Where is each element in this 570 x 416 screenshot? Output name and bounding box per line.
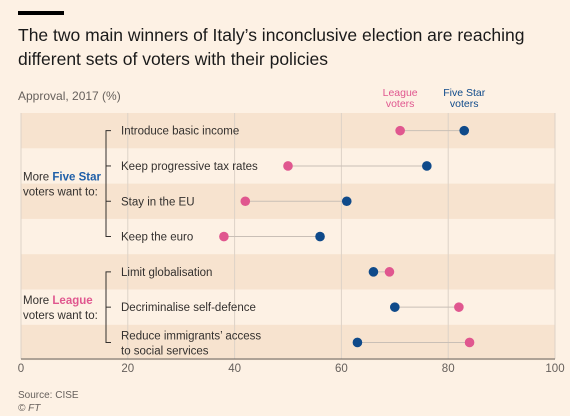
row-label: Keep the euro: [121, 232, 193, 244]
five-star-point: [390, 302, 400, 312]
row-band: [21, 113, 555, 149]
group-label-line-2: voters want to:: [23, 187, 98, 199]
legend-league-label: League: [383, 87, 418, 99]
row-labels: Introduce basic income Keep progressive t…: [121, 126, 261, 358]
group-bracket: [105, 130, 111, 238]
x-tick-label: 20: [121, 363, 134, 375]
league-point: [283, 161, 293, 171]
connectors: [223, 130, 470, 343]
row-band: [21, 324, 555, 361]
row-label: Keep progressive tax rates: [121, 161, 258, 173]
x-tick-label: 80: [442, 363, 455, 375]
group-brackets: [105, 130, 111, 343]
row-label: Reduce immigrants’ access: [121, 330, 261, 342]
row-label: Introduce basic income: [121, 126, 239, 138]
chart-title: The two main winners of Italy’s inconclu…: [18, 25, 525, 69]
x-axis-ticks: 0 20 40 60 80 100: [18, 358, 565, 375]
legend-five-star-label: voters: [450, 98, 479, 110]
row-label: Decriminalise self-defence: [121, 302, 256, 314]
group-label-line-2: voters want to:: [23, 310, 98, 322]
league-point: [464, 337, 475, 348]
five-star-point: [315, 231, 325, 242]
five-star-point: [352, 337, 363, 348]
gridlines: [20, 113, 556, 359]
source-note: Source: CISE: [18, 390, 79, 401]
x-tick-label: 60: [335, 363, 348, 375]
league-point: [384, 267, 395, 277]
five-star-point: [341, 196, 352, 207]
chart-subtitle: Approval, 2017 (%): [18, 89, 121, 103]
league-point: [240, 196, 251, 207]
row-label: Limit globalisation: [121, 267, 212, 279]
group-labels: More Five Star voters want to: More League…: [23, 172, 102, 323]
five-star-point: [422, 161, 432, 171]
row-label: to social services: [121, 345, 209, 357]
row-label: Stay in the EU: [121, 196, 195, 208]
group-label-line-1: More League: [23, 295, 93, 307]
five-star-point: [459, 125, 470, 136]
x-tick-label: 40: [228, 363, 241, 375]
five-star-point: [368, 267, 379, 277]
group-party-name: Five Star: [52, 172, 101, 184]
league-point: [219, 231, 229, 242]
legend-five-star-label: Five Star: [443, 87, 486, 99]
group-label-line-1: More Five Star: [23, 172, 102, 184]
credit-note: © FT: [18, 403, 41, 414]
legend-league-label: voters: [386, 98, 415, 110]
data-points: [219, 125, 475, 348]
x-tick-label: 100: [545, 363, 564, 375]
row-band: [21, 254, 555, 290]
top-rule: [18, 11, 64, 15]
group-party-name: League: [52, 295, 92, 307]
x-tick-label: 0: [18, 363, 24, 375]
league-point: [454, 302, 464, 312]
league-point: [395, 125, 405, 136]
